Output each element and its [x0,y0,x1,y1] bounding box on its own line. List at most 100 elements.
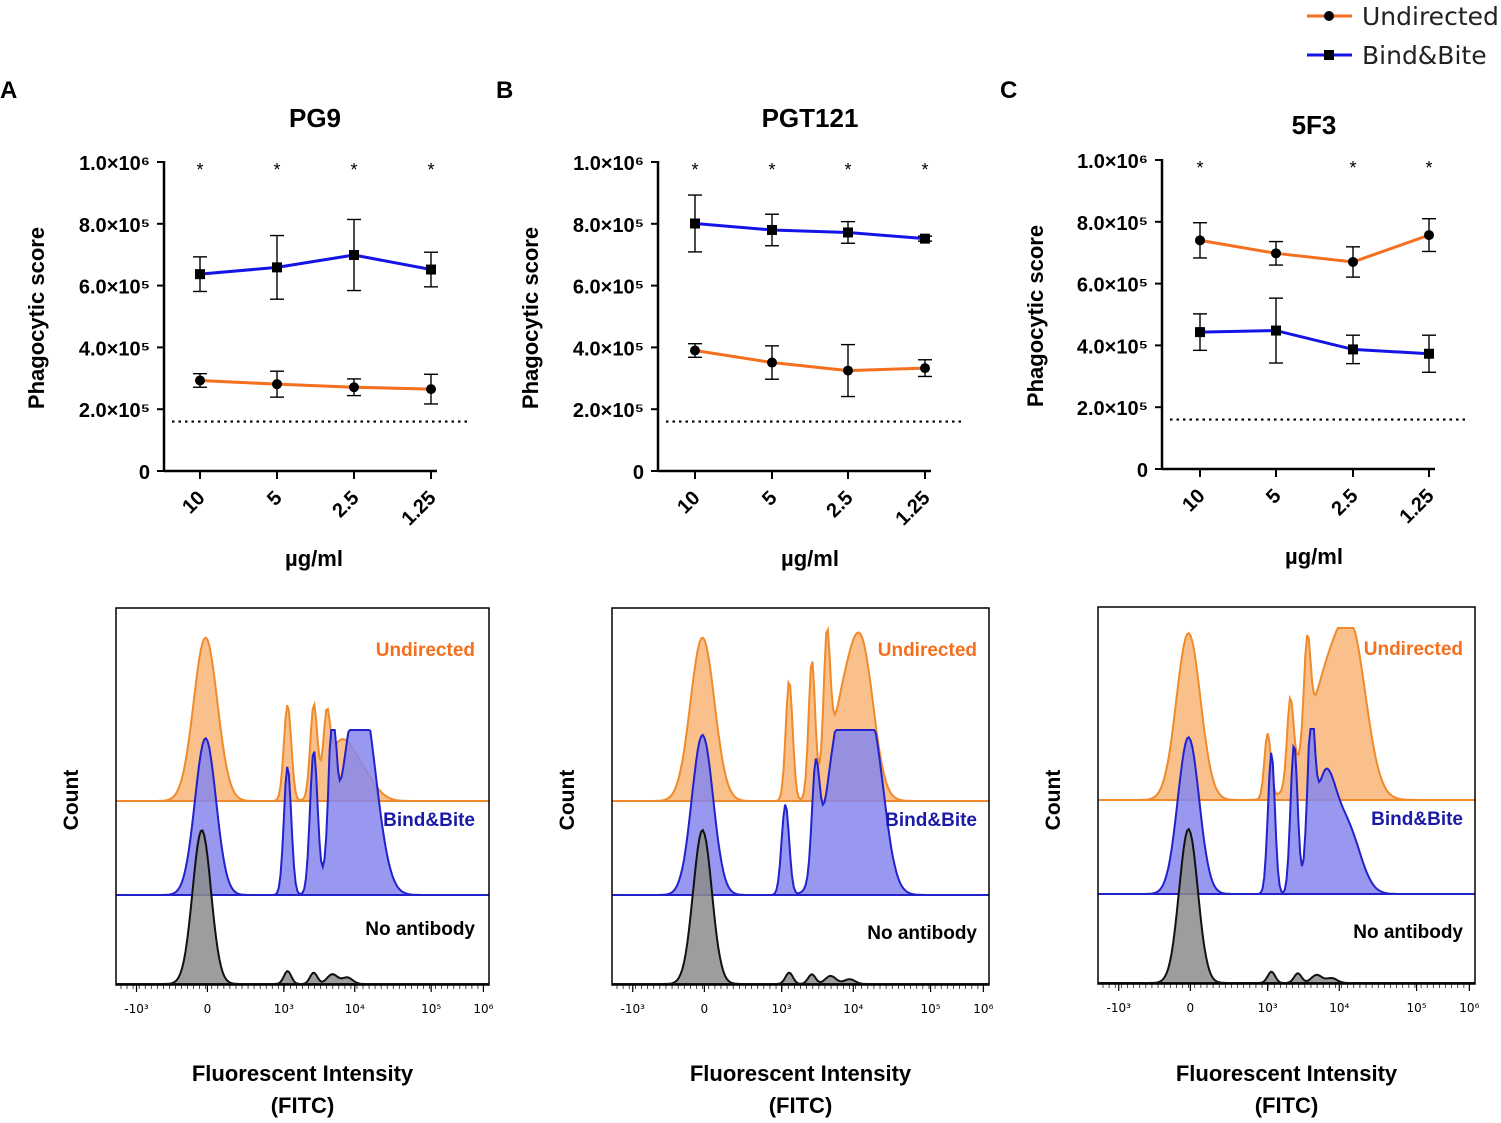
y-tick-label: 4.0×10⁵ [573,338,644,360]
x-tick-label: 5 [263,487,286,510]
hist-xlabel-line2: (FITC) [769,1093,833,1118]
series-line [1199,233,1430,264]
chart-title: PG9 [289,103,341,133]
hist-tick-label: 10⁶ [473,1002,493,1016]
x-tick-label: 10 [673,487,704,518]
series-line [199,378,432,391]
data-point [349,250,359,261]
y-tick-label: 8.0×10⁵ [1077,213,1148,235]
y-tick-label: 4.0×10⁵ [79,338,150,360]
legend-item-bindbite: Bind&Bite [1307,41,1487,70]
x-tick-label: 1.25 [1395,485,1438,528]
histogram-label-undirected: Undirected [1364,639,1463,660]
histogram-label-no-antibody: No antibody [867,923,977,944]
hist-tick-label: 10⁶ [973,1002,993,1016]
histogram-label-bindbite: Bind&Bite [383,810,475,831]
significance-star: * [273,160,280,180]
data-point [1348,256,1358,267]
x-tick-label: 5 [1262,485,1285,508]
significance-star: * [768,160,775,180]
data-point [920,233,930,244]
significance-star: * [1425,158,1432,178]
series-undirected [193,370,438,405]
x-tick-label: 10 [1178,485,1209,516]
chart-title: PGT121 [762,103,859,133]
legend-label-bindbite: Bind&Bite [1362,41,1487,70]
y-tick-label: 0 [633,462,644,484]
data-point [272,262,282,273]
chart-panel-c: 5F3 0 2.0×10⁵ 4.0×10⁵ 6.0×10⁵ 8.0×10⁵ 1.0×10⁶ 1… [1023,110,1469,569]
histogram-panel-b: Undirected Bind&Bite No antibody Count -10³ 0… [556,607,994,1118]
data-point [843,365,853,376]
x-tick-label: 5 [758,487,781,510]
chart-panel-a: PG9 0 2.0×10⁵ 4.0×10⁵ 6.0×10⁵ 8.0×10⁵ 1.0×10⁶ 1… [24,103,471,571]
significance-star: * [844,160,851,180]
x-tick-label: 2.5 [822,487,857,522]
series-undirected [688,342,932,398]
y-tick-label: 1.0×10⁶ [79,153,150,175]
y-axis-title: Phagocytic score [24,227,49,409]
histogram-undirected [116,636,489,802]
hist-tick-label: 10⁵ [1407,1001,1427,1015]
y-tick-label: 1.0×10⁶ [573,153,644,175]
series-line [199,253,432,276]
data-point [1348,344,1358,355]
data-point [1195,235,1205,246]
series-bindbite [193,218,438,300]
hist-xlabel-line1: Fluorescent Intensity [690,1061,912,1086]
significance-star: * [196,160,203,180]
hist-tick-label: 10⁵ [421,1002,441,1016]
x-tick-label: 1.25 [397,487,440,530]
histogram-panels: Undirected Bind&Bite No antibody Count -10³ 0… [60,606,1480,1118]
chart-title: 5F3 [1292,110,1337,140]
data-point [690,345,700,356]
hist-tick-label: 0 [204,1002,212,1016]
series-line [694,349,926,373]
significance-star: * [921,160,928,180]
data-point [1271,248,1281,259]
panel-letter-a: A [0,77,17,104]
data-point [195,269,205,280]
histogram-panel-c: Undirected Bind&Bite No antibody Count -10³ 0… [1042,606,1480,1118]
hist-tick-label: 10³ [274,1002,294,1016]
hist-tick-label: 10³ [772,1002,792,1016]
series-line [694,221,926,241]
histogram-no-antibody [116,829,489,986]
histogram-label-undirected: Undirected [376,640,475,661]
hist-tick-label: 10³ [1258,1001,1278,1015]
significance-star: * [1349,158,1356,178]
significance-star: * [350,160,357,180]
y-tick-label: 4.0×10⁵ [1077,336,1148,358]
data-point [920,363,930,374]
histogram-panel-a: Undirected Bind&Bite No antibody Count -10³ 0… [60,607,494,1118]
hist-xlabel-line1: Fluorescent Intensity [1176,1061,1398,1086]
panel-letter-b: B [496,77,513,104]
data-point [1195,327,1205,338]
y-tick-label: 2.0×10⁵ [573,400,644,422]
data-point [767,357,777,368]
y-tick-label: 6.0×10⁵ [1077,275,1148,297]
data-point [1424,230,1434,241]
y-tick-label: 6.0×10⁵ [573,277,644,299]
x-tick-label: 2.5 [328,487,363,522]
x-tick-label: 1.25 [891,487,934,530]
histogram-label-no-antibody: No antibody [365,919,475,940]
hist-xlabel-line2: (FITC) [1255,1093,1319,1118]
data-point [272,379,282,390]
data-point [426,384,436,395]
histogram-no-antibody [612,828,989,985]
y-tick-label: 0 [1137,460,1148,482]
significance-star: * [427,160,434,180]
data-point [349,382,359,393]
series-bindbite [1193,297,1436,373]
series-line [1199,329,1430,356]
chart-panel-b: PGT121 0 2.0×10⁵ 4.0×10⁵ 6.0×10⁵ 8.0×10⁵ 1.0×1… [518,103,965,571]
data-point [843,227,853,238]
histogram-label-bindbite: Bind&Bite [1371,809,1463,830]
histogram-label-undirected: Undirected [878,640,977,661]
data-point [1424,348,1434,359]
data-point [426,264,436,275]
y-tick-label: 1.0×10⁶ [1077,151,1148,173]
series-bindbite [688,194,932,253]
hist-tick-label: -10³ [1107,1001,1132,1015]
